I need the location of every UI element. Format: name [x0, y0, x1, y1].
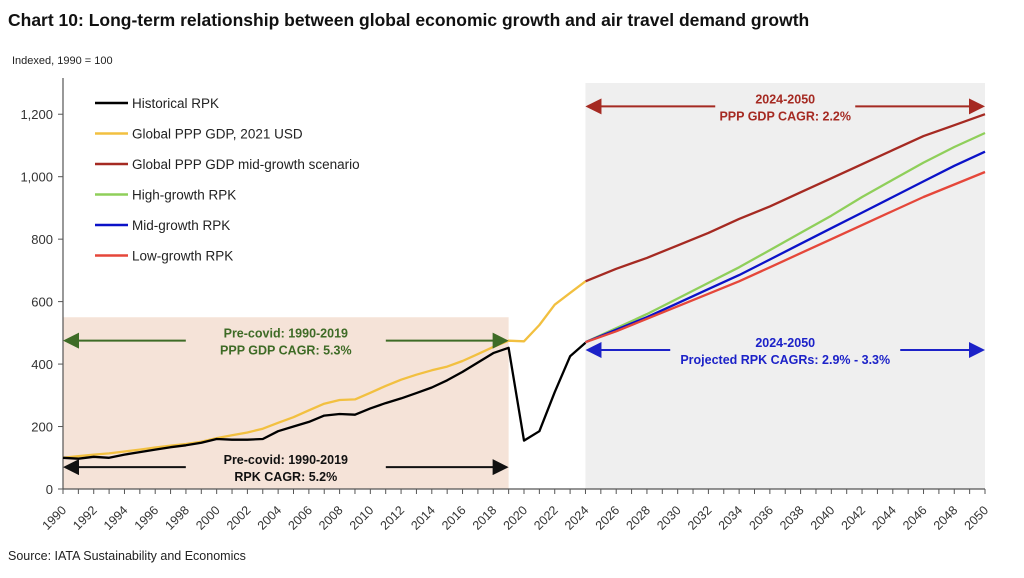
x-tick-label: 2006 — [285, 503, 315, 533]
annotation-text: Pre-covid: 1990-2019 — [224, 327, 348, 341]
x-tick-label: 2000 — [193, 503, 223, 533]
x-tick-label: 2038 — [777, 503, 807, 533]
x-tick-label: 2048 — [931, 503, 961, 533]
series-line-global-ppp-gdp-mid-growth-scenario — [585, 113, 986, 283]
x-tick-label: 2026 — [593, 503, 623, 533]
x-tick-label: 2012 — [378, 503, 408, 533]
x-tick-label: 1996 — [132, 503, 162, 533]
x-tick-label: 2028 — [623, 503, 653, 533]
series-line-historical-rpk — [62, 341, 587, 460]
x-tick-label: 1994 — [101, 503, 131, 533]
x-tick-label: 2046 — [900, 503, 930, 533]
x-tick-label: 2034 — [716, 503, 746, 533]
y-tick-label: 1,200 — [20, 107, 53, 122]
annotation-text: Projected RPK CAGRs: 2.9% - 3.3% — [680, 353, 890, 367]
shaded-region-0 — [63, 317, 509, 489]
y-tick-label: 0 — [46, 482, 53, 497]
annotation-text: 2024-2050 — [755, 336, 815, 350]
x-tick-label: 2004 — [255, 503, 285, 533]
legend-entry: Mid-growth RPK — [132, 218, 230, 233]
x-tick-label: 1992 — [70, 503, 100, 533]
x-tick-label: 2022 — [531, 503, 561, 533]
y-axis-label: Indexed, 1990 = 100 — [12, 55, 113, 67]
chart-title: Chart 10: Long-term relationship between… — [8, 10, 810, 30]
x-tick-label: 2008 — [316, 503, 346, 533]
y-tick-label: 1,000 — [20, 170, 53, 185]
annotation-text: PPP GDP CAGR: 5.3% — [220, 344, 352, 358]
x-tick-label: 2018 — [470, 503, 500, 533]
x-tick-label: 2040 — [808, 503, 838, 533]
annotation-text: Pre-covid: 1990-2019 — [224, 453, 348, 467]
source-note: Source: IATA Sustainability and Economic… — [8, 549, 246, 563]
x-tick-label: 1990 — [40, 503, 70, 533]
annotation-text: 2024-2050 — [755, 92, 815, 106]
series-line-high-growth-rpk — [585, 131, 986, 344]
y-tick-label: 600 — [31, 295, 53, 310]
x-tick-label: 2050 — [962, 503, 992, 533]
y-tick-label: 800 — [31, 232, 53, 247]
legend-entry: Historical RPK — [132, 96, 219, 111]
x-tick-label: 2010 — [347, 503, 377, 533]
x-tick-label: 2030 — [654, 503, 684, 533]
series-line-mid-growth-rpk — [585, 150, 986, 344]
x-tick-label: 2042 — [839, 503, 869, 533]
legend-entry: Low-growth RPK — [132, 249, 233, 264]
legend-entry: High-growth RPK — [132, 188, 236, 203]
x-tick-label: 2024 — [562, 503, 592, 533]
x-tick-label: 2044 — [869, 503, 899, 533]
x-tick-label: 2014 — [408, 503, 438, 533]
y-tick-label: 400 — [31, 357, 53, 372]
legend-entry: Global PPP GDP mid-growth scenario — [132, 157, 360, 172]
shaded-region-1 — [585, 83, 985, 489]
x-tick-label: 2036 — [746, 503, 776, 533]
x-tick-label: 2032 — [685, 503, 715, 533]
annotation-text: PPP GDP CAGR: 2.2% — [719, 109, 851, 123]
y-tick-label: 200 — [31, 420, 53, 435]
series-line-low-growth-rpk — [585, 170, 986, 344]
x-tick-label: 1998 — [162, 503, 192, 533]
x-tick-label: 2016 — [439, 503, 469, 533]
x-tick-label: 2002 — [224, 503, 254, 533]
legend-entry: Global PPP GDP, 2021 USD — [132, 127, 303, 142]
annotation-text: RPK CAGR: 5.2% — [234, 470, 337, 484]
x-tick-label: 2020 — [501, 503, 531, 533]
